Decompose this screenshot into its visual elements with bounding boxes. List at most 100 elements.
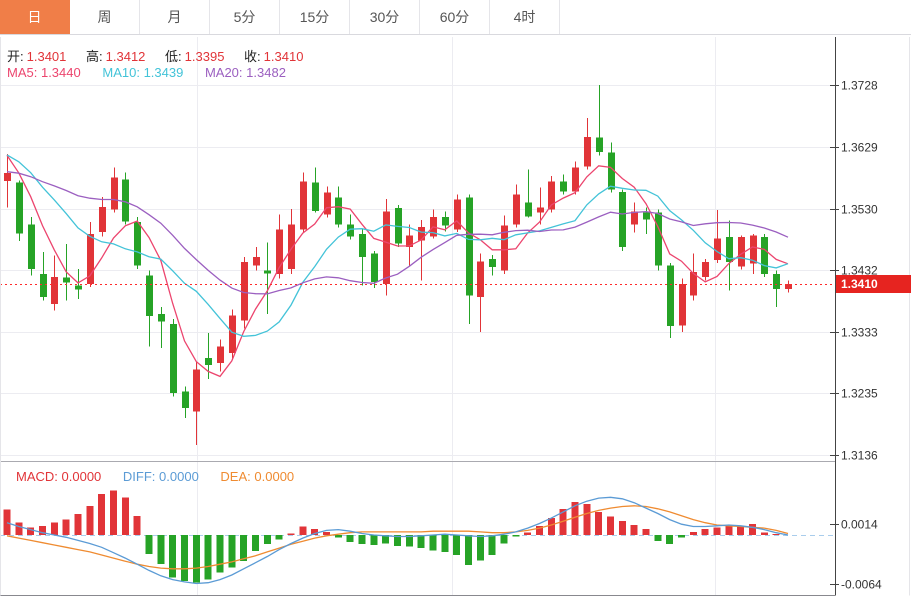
candle-body [371, 253, 378, 282]
candle-body [406, 235, 413, 247]
candlestick-chart-canvas[interactable]: 1.3728 1.3629 1.3530 1.3432 1.3333 1.3235 1.31… [0, 35, 911, 599]
tab-monthly[interactable]: 月 [140, 0, 210, 34]
price-axis-label: 1.3333 [841, 326, 878, 340]
candle-body [40, 273, 47, 297]
tab-15min[interactable]: 15分 [280, 0, 350, 34]
macd-bar [429, 535, 437, 551]
macd-bar [98, 494, 106, 535]
ma-line-ma20 [6, 171, 789, 295]
tab-60min[interactable]: 60分 [420, 0, 490, 34]
macd-bar [607, 516, 614, 535]
candle-body [785, 283, 792, 289]
candle-body [643, 212, 650, 220]
candle-body [276, 229, 283, 274]
macd-diff-line [6, 496, 789, 585]
candle-body [608, 152, 615, 190]
candle-body [217, 346, 224, 364]
macd-bar [547, 518, 555, 535]
macd-bar [263, 535, 271, 545]
macd-bar [27, 527, 35, 535]
macd-bar [252, 535, 259, 552]
candle-body [158, 313, 165, 322]
macd-bar [476, 535, 484, 561]
candle-body [63, 277, 70, 283]
macd-bar [571, 501, 579, 535]
macd-bar [595, 511, 603, 535]
candle-body [477, 261, 484, 297]
macd-bar [157, 535, 165, 565]
candle-body [193, 369, 200, 412]
candle-body [335, 197, 342, 225]
macd-bar [358, 535, 366, 545]
tab-5min[interactable]: 5分 [210, 0, 280, 34]
candle-body [489, 258, 496, 267]
candle-body [51, 276, 58, 304]
macd-bar [382, 535, 390, 544]
macd-bar [181, 535, 188, 582]
candle-body [655, 212, 662, 266]
macd-bar [488, 535, 496, 555]
macd-bar [287, 533, 295, 535]
tab-weekly[interactable]: 周 [70, 0, 140, 34]
price-axis-label: 1.3432 [841, 264, 878, 278]
macd-bar [394, 535, 401, 546]
candle-body [324, 192, 331, 215]
price-axis-label: 1.3728 [841, 79, 878, 93]
macd-bar [192, 535, 200, 583]
candle-body [288, 224, 295, 269]
candle-body [99, 206, 106, 232]
macd-bar [713, 527, 721, 535]
candle-body [312, 182, 319, 212]
tab-4hour[interactable]: 4时 [490, 0, 560, 34]
candle-body [702, 261, 709, 277]
macd-bar [15, 522, 23, 535]
tab-30min[interactable]: 30分 [350, 0, 420, 34]
macd-bar [62, 519, 70, 535]
candle-body [726, 236, 733, 262]
candle-body [750, 235, 757, 264]
macd-bar [630, 525, 638, 535]
candle-body [28, 224, 35, 269]
macd-bar [110, 490, 117, 535]
macd-bar [500, 535, 508, 544]
candle-body [300, 181, 307, 230]
macd-axis-label: -0.0064 [841, 578, 882, 592]
candle-body [182, 391, 189, 409]
timeframe-tabbar: 日 周 月 5分 15分 30分 60分 4时 [0, 0, 911, 35]
macd-bar [275, 535, 283, 540]
macd-bar [524, 532, 532, 535]
price-axis-label: 1.3235 [841, 387, 878, 401]
candle-body [383, 211, 390, 284]
macd-bar [39, 525, 46, 535]
macd-bar [228, 535, 236, 568]
ma-line-ma5 [6, 155, 789, 378]
macd-bar [405, 535, 413, 547]
current-price-badge: 1.3410 [836, 275, 911, 293]
candle-body [619, 191, 626, 247]
macd-bar [74, 514, 82, 535]
candle-body [264, 270, 271, 274]
candle-body [170, 323, 177, 394]
macd-bar [204, 535, 212, 580]
tab-daily[interactable]: 日 [0, 0, 70, 34]
macd-bar [299, 526, 307, 535]
macd-bar [737, 526, 745, 535]
candle-body [4, 173, 11, 182]
candle-body [111, 177, 118, 210]
macd-bar [749, 524, 756, 535]
candle-body [87, 233, 94, 284]
candle-body [16, 182, 23, 234]
macd-bar [441, 535, 449, 552]
macd-bar [760, 532, 768, 535]
candle-body [761, 236, 768, 274]
chart-area: 1.3728 1.3629 1.3530 1.3432 1.3333 1.3235 1.31… [0, 35, 911, 599]
macd-axis-label: 0.0014 [841, 518, 878, 532]
candle-body [513, 194, 520, 225]
candle-body [773, 273, 780, 289]
candle-body [572, 167, 579, 192]
candle-body [347, 224, 354, 237]
macd-bar [583, 504, 591, 535]
ma-line-ma10 [6, 154, 789, 337]
macd-bar [725, 525, 733, 535]
